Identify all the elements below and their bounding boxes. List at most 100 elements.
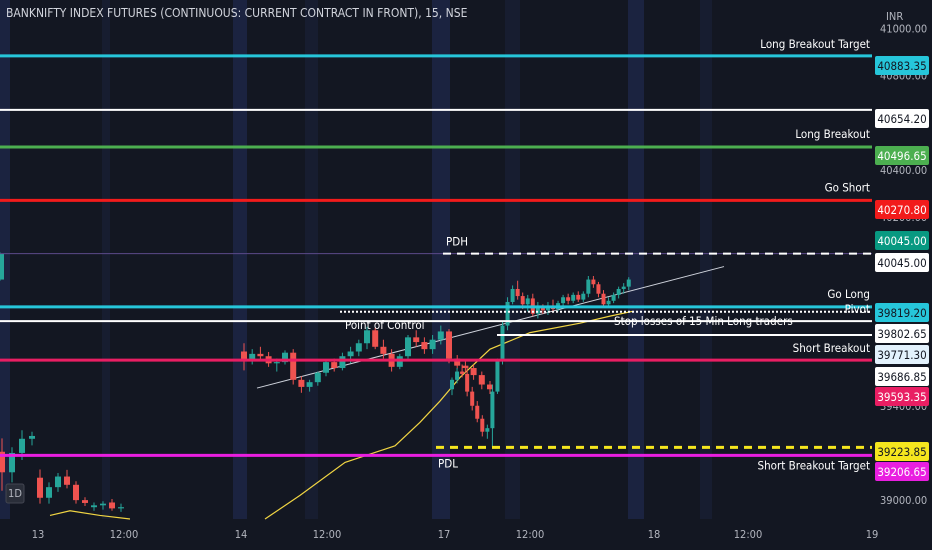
session-band xyxy=(700,0,712,519)
candle-body xyxy=(525,298,530,305)
candle-body xyxy=(429,339,436,350)
candle-body xyxy=(314,372,321,383)
candle-body xyxy=(380,346,387,354)
price-tag-label: 39819.20 xyxy=(877,306,926,320)
session-band xyxy=(102,0,110,519)
candle-body xyxy=(462,365,469,369)
price-tag xyxy=(875,200,929,219)
chart-title: BANKNIFTY INDEX FUTURES (CONTINUOUS: CUR… xyxy=(6,6,468,20)
candle-body xyxy=(520,296,525,305)
label-point-of-control: Point of Control xyxy=(345,318,425,332)
candle-body xyxy=(364,330,370,344)
interval-badge xyxy=(5,483,25,504)
candle-body xyxy=(465,373,470,392)
label-go-short: Go Short xyxy=(825,180,870,194)
x-tick-label: 12:00 xyxy=(516,528,545,541)
candle-body xyxy=(339,356,346,369)
x-tick-label: 12:00 xyxy=(110,528,139,541)
label-pivot: Pivot xyxy=(845,302,870,316)
candle-body xyxy=(355,343,362,352)
price-tag-label: 40045.00 xyxy=(877,234,926,248)
price-tag xyxy=(875,387,929,406)
price-tag xyxy=(875,462,929,481)
x-tick-label: 19 xyxy=(866,528,879,541)
candle-body xyxy=(331,362,338,369)
candle-body xyxy=(566,297,571,301)
candle-body xyxy=(0,253,4,280)
candle-body xyxy=(298,379,305,387)
price-tag-label: 40496.65 xyxy=(877,149,926,163)
candle-body xyxy=(273,362,280,364)
candle-body xyxy=(611,294,616,301)
label-short-breakout: Short Breakout xyxy=(793,341,870,355)
candle-body xyxy=(591,279,596,285)
candle-body xyxy=(323,362,329,373)
candle-body xyxy=(0,451,5,473)
candle-body xyxy=(372,330,379,347)
candle-body xyxy=(454,358,461,366)
candle-body xyxy=(485,428,490,432)
candle-body xyxy=(421,342,428,350)
candle-body xyxy=(446,331,452,359)
candle-body xyxy=(91,505,97,508)
session-band xyxy=(432,0,450,519)
candle-body xyxy=(487,384,493,390)
candle-body xyxy=(616,288,621,295)
price-tag-label: 40883.35 xyxy=(877,59,926,73)
candle-body xyxy=(470,368,477,376)
y-tick-label: 40400.00 xyxy=(880,164,927,177)
session-band xyxy=(628,0,644,519)
candle-body xyxy=(437,331,444,340)
candle-body xyxy=(540,307,545,311)
price-tag xyxy=(875,442,929,461)
price-tag xyxy=(875,146,929,165)
candle-body xyxy=(37,477,43,498)
candle-body xyxy=(586,279,591,294)
label-stop-losses: Stop losses of 15 Min Long traders xyxy=(614,314,793,328)
candle-body xyxy=(475,405,480,419)
candle-body xyxy=(576,294,581,300)
candle-body xyxy=(500,325,505,361)
price-tag-label: 40270.80 xyxy=(877,203,926,217)
price-tag-label: 40654.20 xyxy=(877,112,926,126)
x-tick-label: 13 xyxy=(32,528,45,541)
price-tag-label: 39802.65 xyxy=(877,327,926,341)
x-tick-label: 18 xyxy=(648,528,661,541)
candle-body xyxy=(581,293,586,300)
candle-body xyxy=(55,476,61,488)
candle-body xyxy=(46,487,52,498)
candle-body xyxy=(515,288,520,297)
label-pdh: PDH xyxy=(446,235,468,249)
x-tick-label: 12:00 xyxy=(734,528,763,541)
x-tick-label: 14 xyxy=(235,528,248,541)
candle-body xyxy=(480,418,485,432)
candle-body xyxy=(64,476,70,485)
candle-body xyxy=(73,484,79,501)
label-long-breakout: Long Breakout xyxy=(795,127,870,141)
moving-average-line xyxy=(49,510,131,520)
y-tick-label: 39000.00 xyxy=(880,494,927,507)
candle-body xyxy=(505,301,510,326)
candle-body xyxy=(490,391,495,429)
currency-label: INR xyxy=(886,10,903,23)
candle-body xyxy=(282,352,288,363)
session-band xyxy=(505,0,520,519)
candle-body xyxy=(626,279,631,287)
candle-body xyxy=(241,351,247,360)
candle-body xyxy=(601,293,606,305)
x-tick-label: 17 xyxy=(438,528,451,541)
candle-body xyxy=(510,288,515,302)
price-tag xyxy=(875,253,929,272)
candle-body xyxy=(82,500,88,503)
price-tag xyxy=(875,367,929,386)
candle-body xyxy=(621,286,626,289)
candle-body xyxy=(450,379,454,390)
label-long-breakout-target: Long Breakout Target xyxy=(760,37,870,51)
candle-body xyxy=(495,360,500,392)
candle-body xyxy=(596,284,601,294)
label-pdl: PDL xyxy=(438,456,458,470)
candle-body xyxy=(109,502,115,509)
candle-body xyxy=(257,353,264,357)
